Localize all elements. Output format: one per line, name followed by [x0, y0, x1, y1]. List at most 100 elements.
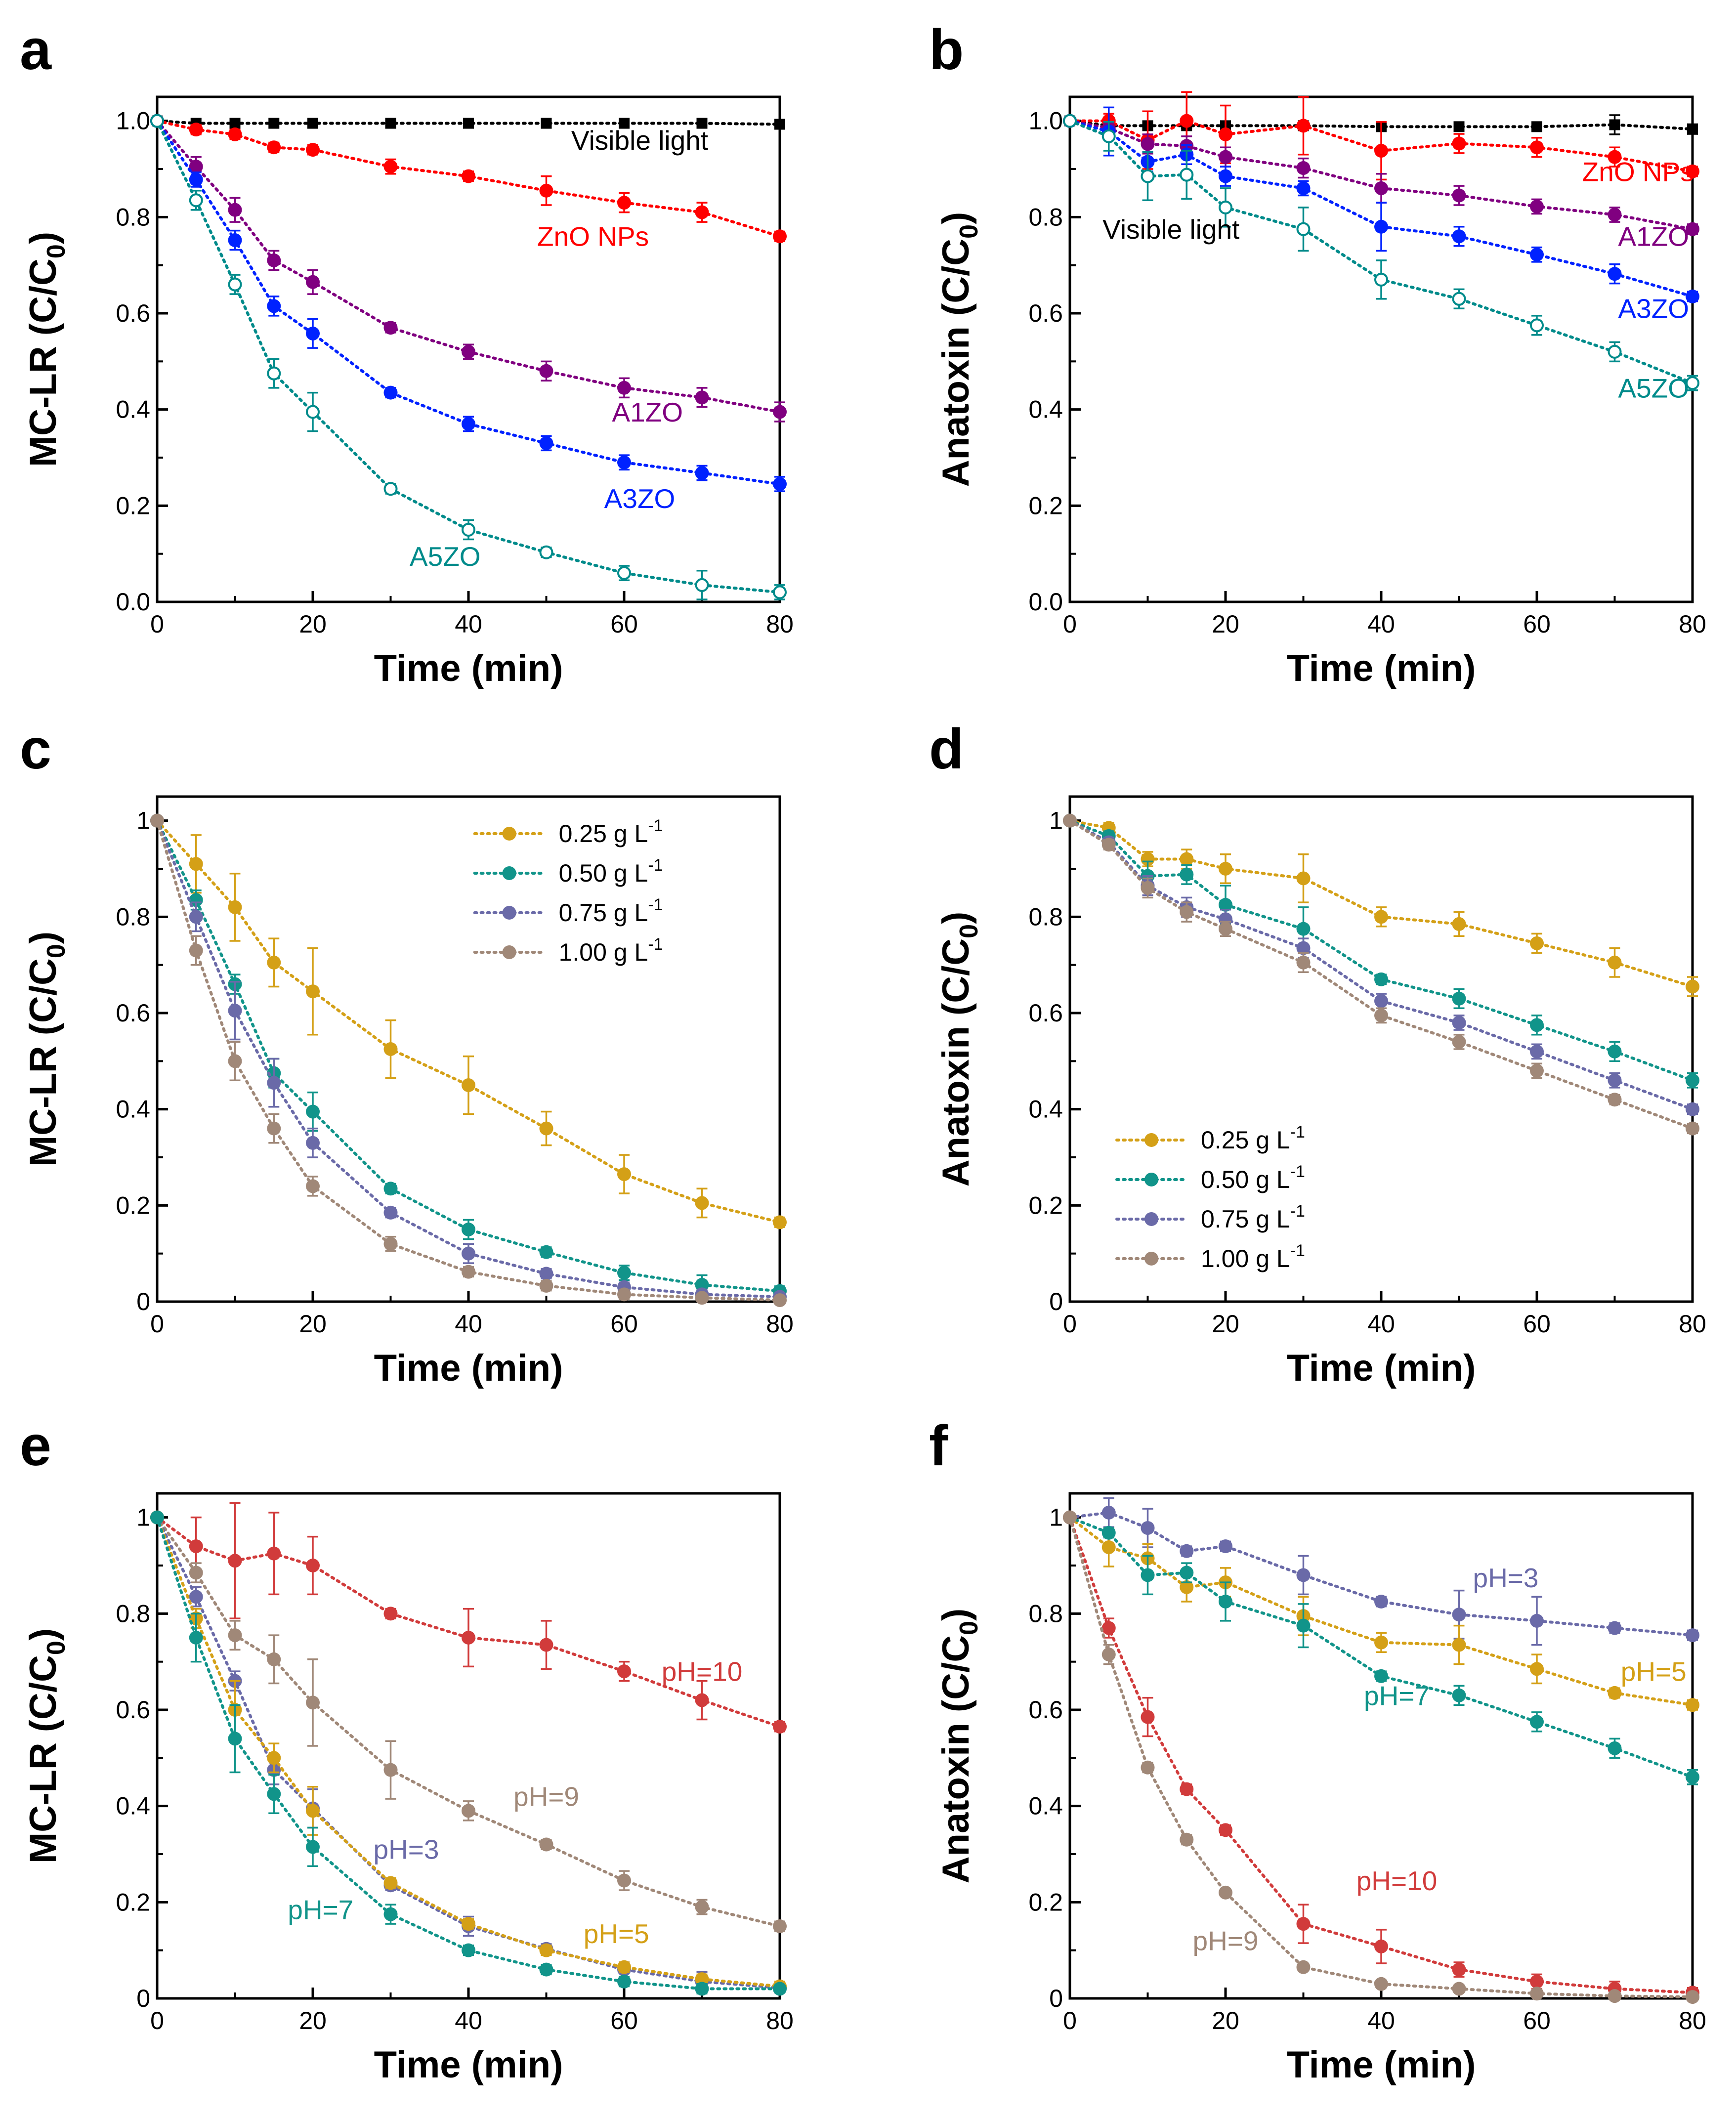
- data-point: [1101, 129, 1116, 143]
- data-point: [1452, 1688, 1466, 1702]
- data-point: [1608, 208, 1622, 222]
- y-tick-label: 0.8: [1028, 1600, 1063, 1627]
- data-point: [1374, 144, 1388, 158]
- y-axis-title-end: ): [22, 1628, 64, 1641]
- data-point: [1101, 1505, 1116, 1520]
- legend-item: 0.50 g L-1: [473, 856, 663, 887]
- data-point: [1530, 199, 1544, 213]
- series-annotation: A1ZO: [1618, 221, 1689, 252]
- data-point: [189, 943, 203, 958]
- data-point: [1374, 972, 1388, 986]
- data-point: [383, 1876, 398, 1890]
- data-point: [267, 1121, 281, 1136]
- series-annotation: pH=10: [662, 1656, 743, 1687]
- x-tick-label: 0: [1063, 610, 1077, 638]
- data-point: [306, 1104, 320, 1119]
- data-point: [1296, 1568, 1311, 1582]
- x-tick-label: 60: [1523, 2007, 1551, 2034]
- data-point: [1686, 979, 1699, 994]
- x-tick-label: 60: [610, 2007, 638, 2034]
- y-tick-label: 0.4: [1028, 396, 1063, 423]
- data-point: [617, 1960, 631, 1974]
- legend-label-main: 1.00 g L: [1201, 1245, 1290, 1272]
- data-point: [1686, 1121, 1699, 1136]
- chart-panel-e: e 0 20 40 60 80 0 0.2 0.4 0.6 0.8 1 Time (min) MC-LR …: [20, 1414, 794, 2086]
- x-tick-label: 20: [1212, 2007, 1239, 2034]
- x-tick-label: 40: [1367, 1310, 1395, 1338]
- data-point: [306, 984, 320, 999]
- series-line: [1068, 1511, 1694, 1637]
- y-axis-title-main: Anatoxin (C/C: [935, 938, 977, 1186]
- legend-marker: [1144, 1172, 1158, 1186]
- data-point: [1063, 813, 1077, 828]
- data-point: [1141, 1710, 1155, 1724]
- legend-label-main: 0.75 g L: [1201, 1205, 1290, 1233]
- panel-letter: c: [20, 718, 51, 781]
- y-tick-label: 0.4: [116, 1096, 150, 1123]
- legend: 0.25 g L-10.50 g L-10.75 g L-11.00 g L-1: [473, 816, 663, 966]
- data-point: [695, 1900, 709, 1914]
- y-axis-title-sub: 0: [42, 1641, 71, 1655]
- data-point: [1141, 1521, 1155, 1535]
- data-point: [383, 321, 398, 335]
- data-point: [267, 1652, 281, 1666]
- x-tick-label: 40: [1367, 2007, 1395, 2034]
- series-a3zo: [150, 114, 787, 492]
- legend-label-sup: -1: [1290, 1241, 1305, 1260]
- data-point: [1452, 1035, 1466, 1049]
- legend-label: 0.25 g L-1: [559, 816, 663, 847]
- x-tick-label: 20: [299, 1310, 327, 1338]
- data-point: [383, 1763, 398, 1777]
- legend-label-main: 0.25 g L: [1201, 1126, 1290, 1154]
- data-point: [267, 955, 281, 970]
- data-point: [695, 466, 709, 480]
- y-tick-label: 0.4: [116, 396, 150, 423]
- data-point: [1609, 119, 1620, 130]
- chart-panel-b: b 0 20 40 60 80 0.0 0.2 0.4 0.6 0.8 1.0 Time (min) An…: [929, 18, 1706, 689]
- y-tick-label: 0.8: [1028, 903, 1063, 931]
- data-point: [617, 1287, 631, 1302]
- legend-label: 0.75 g L-1: [559, 895, 663, 927]
- data-point: [267, 1076, 281, 1090]
- legend-label-main: 0.75 g L: [559, 899, 648, 927]
- data-point: [539, 436, 553, 450]
- data-point: [1530, 1974, 1544, 1989]
- data-point: [773, 477, 787, 491]
- data-point: [1219, 1595, 1232, 1609]
- data-point: [695, 1972, 709, 1987]
- x-tick-label: 0: [150, 610, 164, 638]
- y-tick-label: 1: [136, 1504, 150, 1531]
- data-point: [228, 277, 242, 292]
- data-point: [1141, 169, 1155, 183]
- data-point: [267, 140, 281, 155]
- data-point: [462, 344, 475, 359]
- data-point: [189, 160, 203, 174]
- data-point: [1608, 1093, 1622, 1107]
- y-axis-title: Anatoxin (C/C0): [935, 1609, 983, 1884]
- series-line: [156, 1516, 781, 1729]
- data-point: [306, 405, 320, 419]
- data-point: [189, 123, 203, 137]
- data-point: [1374, 994, 1388, 1008]
- y-tick-label: 0.2: [116, 1191, 150, 1219]
- data-point: [1101, 1621, 1116, 1635]
- x-tick-label: 80: [1679, 610, 1706, 638]
- data-point: [1296, 922, 1311, 936]
- data-point: [267, 253, 281, 267]
- legend-label-main: 0.25 g L: [559, 820, 648, 847]
- data-point: [1452, 1608, 1466, 1622]
- data-point: [229, 118, 241, 129]
- data-point: [462, 523, 475, 537]
- y-axis-title: Anatoxin (C/C0): [935, 912, 983, 1187]
- data-point: [228, 1732, 242, 1746]
- data-point: [1296, 1917, 1311, 1931]
- data-point: [1686, 376, 1699, 390]
- data-point: [1219, 1823, 1232, 1837]
- data-point: [306, 1136, 320, 1150]
- series-annotation: A3ZO: [1618, 294, 1689, 324]
- y-axis-title-end: ): [22, 931, 64, 944]
- data-point: [1296, 871, 1311, 886]
- series-0-75-g-l-1: [1063, 813, 1699, 1116]
- data-point: [385, 118, 396, 129]
- data-point: [1180, 168, 1194, 182]
